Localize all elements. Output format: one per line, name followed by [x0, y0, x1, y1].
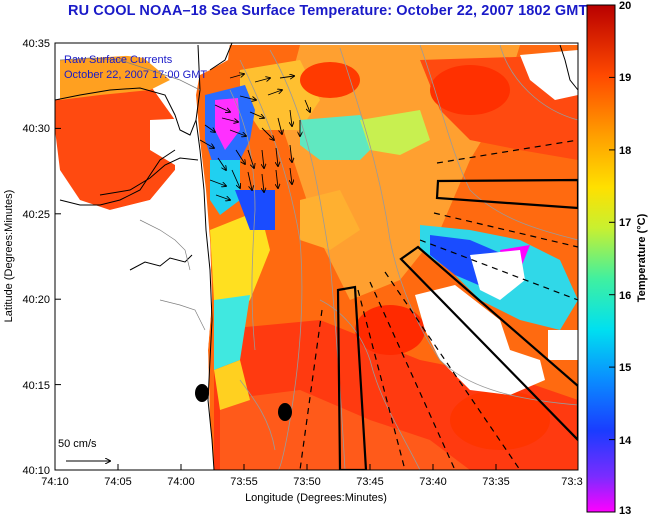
x-tick-label: 73:40: [419, 476, 447, 488]
coastline: [55, 43, 578, 470]
y-axis-title: Latitude (Degrees:Minutes): [3, 190, 15, 323]
colorbar-tick-label: 14: [619, 435, 632, 447]
colorbar-tick-label: 17: [619, 217, 631, 229]
y-axis-labels: 40:35 40:30 40:25 40:20 40:15 40:10: [22, 38, 50, 477]
scale-label: 50 cm/s: [58, 438, 97, 450]
colorbar-tick-label: 18: [619, 145, 631, 157]
colorbar: [586, 4, 616, 513]
x-tick-label: 74:00: [167, 476, 195, 488]
map-title: RU COOL NOAA–18 Sea Surface Temperature:…: [68, 3, 588, 19]
currents-label: Raw Surface Currents: [64, 54, 173, 66]
plot-frame: [54, 42, 579, 471]
colorbar-title: Temperature (°C): [636, 213, 648, 302]
x-tick-label: 74:05: [104, 476, 132, 488]
currents-time-label: October 22, 2007 17:00 GMT: [64, 69, 207, 81]
y-tick-label: 40:35: [22, 38, 50, 50]
x-tick-label: 73:50: [293, 476, 321, 488]
x-tick-label: 73:3: [561, 476, 582, 488]
station-marker: [195, 384, 209, 402]
colorbar-labels: 20 19 18 17 16 15 14 13: [619, 0, 632, 517]
x-axis-labels: 74:10 74:05 74:00 73:55 73:50 73:45 73:4…: [41, 476, 582, 488]
x-axis-ticks: [54, 464, 497, 470]
colorbar-tick-label: 19: [619, 72, 631, 84]
y-tick-label: 40:30: [22, 123, 50, 135]
x-tick-label: 74:10: [41, 476, 69, 488]
colorbar-tick-label: 13: [619, 505, 631, 517]
x-tick-label: 73:55: [230, 476, 258, 488]
x-tick-label: 73:45: [356, 476, 384, 488]
transect-lines: [299, 139, 578, 470]
colorbar-ticks: [609, 76, 615, 441]
bathymetry-contours: [229, 44, 578, 470]
y-tick-label: 40:15: [22, 380, 50, 392]
x-axis-title: Longitude (Degrees:Minutes): [245, 492, 387, 504]
colorbar-tick-label: 15: [619, 362, 631, 374]
x-tick-label: 73:35: [482, 476, 510, 488]
land-outlines: [59, 57, 206, 331]
colorbar-tick-label: 16: [619, 290, 631, 302]
surface-current-vectors: [199, 74, 310, 200]
y-tick-label: 40:25: [22, 209, 50, 221]
station-marker: [278, 403, 292, 421]
sst-field: [55, 43, 578, 470]
colorbar-tick-label: 20: [619, 0, 631, 12]
y-tick-label: 40:10: [22, 465, 50, 477]
y-tick-label: 40:20: [22, 294, 50, 306]
y-axis-ticks: [55, 42, 61, 471]
